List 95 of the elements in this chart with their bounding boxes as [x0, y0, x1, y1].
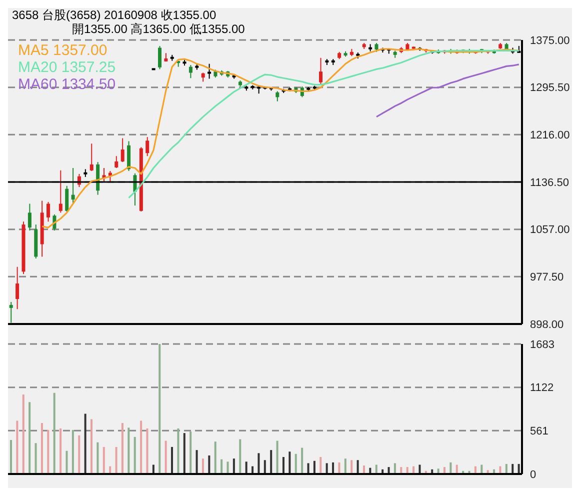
candlestick	[319, 57, 323, 86]
y-tick-label: 1683	[530, 338, 554, 351]
y-tick-label: 1295.50	[530, 82, 570, 94]
candlestick	[65, 185, 69, 213]
bar	[40, 423, 43, 474]
bar	[239, 439, 242, 474]
bar	[245, 462, 248, 474]
candlestick	[127, 140, 131, 172]
y-tick-label: 898.00	[530, 318, 564, 331]
candlestick	[146, 136, 150, 157]
bar	[90, 419, 93, 474]
candlestick	[9, 301, 13, 324]
y-tick-label: 977.50	[530, 272, 564, 284]
bar	[276, 440, 278, 474]
bar	[47, 430, 50, 474]
bar	[96, 442, 99, 474]
bar	[356, 460, 359, 474]
bar	[84, 414, 86, 474]
bar	[480, 464, 483, 474]
bar	[115, 446, 118, 474]
bar	[22, 394, 24, 474]
bar	[171, 446, 174, 474]
y-tick-label: 561	[530, 426, 548, 438]
bar	[60, 428, 62, 474]
bar	[294, 454, 297, 474]
bar	[152, 464, 154, 474]
bar	[456, 464, 458, 474]
candlestick	[16, 266, 20, 310]
bar	[288, 452, 291, 474]
bar	[394, 463, 396, 474]
bar	[301, 448, 304, 474]
bar	[375, 464, 378, 474]
bar	[320, 457, 322, 474]
bar	[332, 462, 334, 474]
bar	[232, 458, 235, 474]
bar	[134, 436, 136, 474]
y-tick-label: 1375.00	[530, 34, 570, 47]
bar	[450, 462, 452, 474]
candlestick	[114, 156, 118, 169]
bar	[28, 402, 31, 474]
bar	[78, 435, 80, 474]
candlestick	[276, 90, 280, 102]
y-tick-label: 0	[530, 468, 536, 481]
bar	[208, 455, 210, 474]
bar	[270, 450, 272, 474]
bar	[258, 453, 260, 474]
candlestick	[188, 64, 192, 79]
candlestick	[158, 45, 162, 70]
y-tick-label: 1057.00	[530, 224, 570, 236]
candlestick	[71, 168, 75, 204]
bar	[177, 428, 180, 474]
bar	[214, 442, 216, 474]
bar	[53, 392, 56, 474]
bar	[16, 420, 18, 474]
candlestick	[58, 170, 62, 214]
bar	[512, 464, 514, 474]
bar	[518, 464, 520, 474]
candlestick	[46, 201, 50, 222]
bar	[102, 446, 105, 474]
y-tick-label: 1216.00	[530, 130, 570, 142]
candlestick	[28, 203, 32, 232]
bar	[121, 423, 124, 474]
bar	[344, 458, 346, 474]
chart-subtitle: 開1355.00 高1365.00 低1355.00	[71, 22, 246, 36]
bar	[146, 428, 148, 474]
bar	[190, 432, 192, 474]
candlestick	[120, 138, 124, 163]
bar	[72, 430, 74, 474]
bar	[226, 462, 229, 474]
bar	[183, 433, 186, 474]
bar	[350, 460, 353, 474]
bar	[313, 460, 316, 474]
bar	[418, 464, 421, 474]
bar	[307, 463, 310, 474]
bar	[196, 450, 198, 474]
chart-title: 3658 台股(3658) 20160908 收1355.00	[12, 8, 218, 22]
bar	[164, 440, 167, 474]
bar	[10, 440, 12, 474]
bar	[140, 420, 142, 474]
line-series	[376, 64, 520, 118]
bar	[202, 458, 204, 474]
bar	[220, 459, 223, 474]
candlestick	[208, 63, 212, 80]
bar	[338, 462, 340, 474]
y-tick-label: 1122	[530, 382, 554, 394]
bar	[282, 457, 284, 474]
bar	[264, 460, 266, 474]
candlestick	[90, 143, 94, 172]
bar	[34, 443, 37, 474]
bar	[66, 450, 68, 474]
line-series	[128, 50, 520, 199]
bar	[505, 464, 508, 474]
bar	[326, 463, 328, 474]
bar	[158, 344, 161, 474]
y-tick-label: 1136.50	[530, 176, 569, 189]
